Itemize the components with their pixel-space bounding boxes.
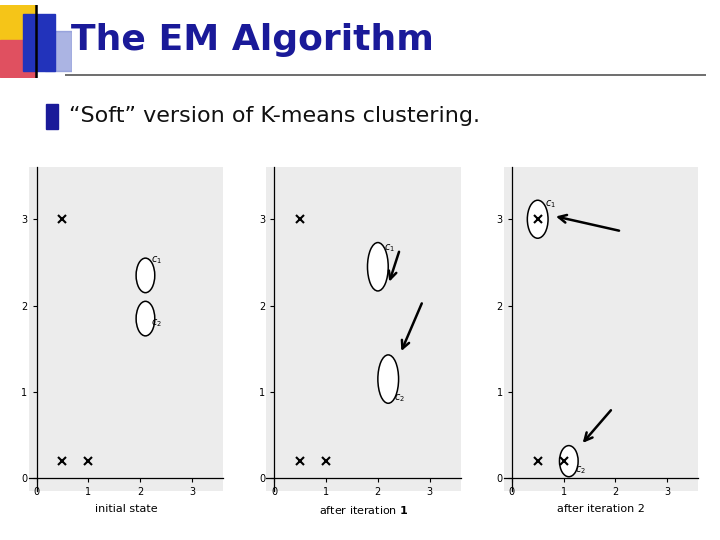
Text: “Soft” version of K-means clustering.: “Soft” version of K-means clustering. — [69, 106, 480, 126]
X-axis label: after iteration 2: after iteration 2 — [557, 504, 645, 515]
Bar — [0, 5, 36, 42]
X-axis label: after iteration $\mathbf{1}$: after iteration $\mathbf{1}$ — [319, 504, 408, 516]
Ellipse shape — [527, 200, 548, 238]
Bar — [45, 104, 58, 129]
Bar — [45, 31, 72, 71]
Ellipse shape — [136, 301, 155, 336]
Bar — [0, 40, 36, 77]
Ellipse shape — [367, 242, 388, 291]
Text: $c_2$: $c_2$ — [150, 317, 161, 329]
Text: $c_1$: $c_1$ — [546, 198, 557, 210]
Text: $c_2$: $c_2$ — [395, 392, 405, 404]
Text: $c_2$: $c_2$ — [575, 464, 586, 476]
Ellipse shape — [136, 258, 155, 293]
Text: The EM Algorithm: The EM Algorithm — [71, 23, 434, 57]
Text: $c_1$: $c_1$ — [384, 242, 395, 254]
Ellipse shape — [559, 446, 578, 477]
Text: $c_1$: $c_1$ — [150, 254, 161, 266]
X-axis label: initial state: initial state — [95, 504, 157, 515]
Bar — [23, 14, 55, 71]
Ellipse shape — [378, 355, 399, 403]
